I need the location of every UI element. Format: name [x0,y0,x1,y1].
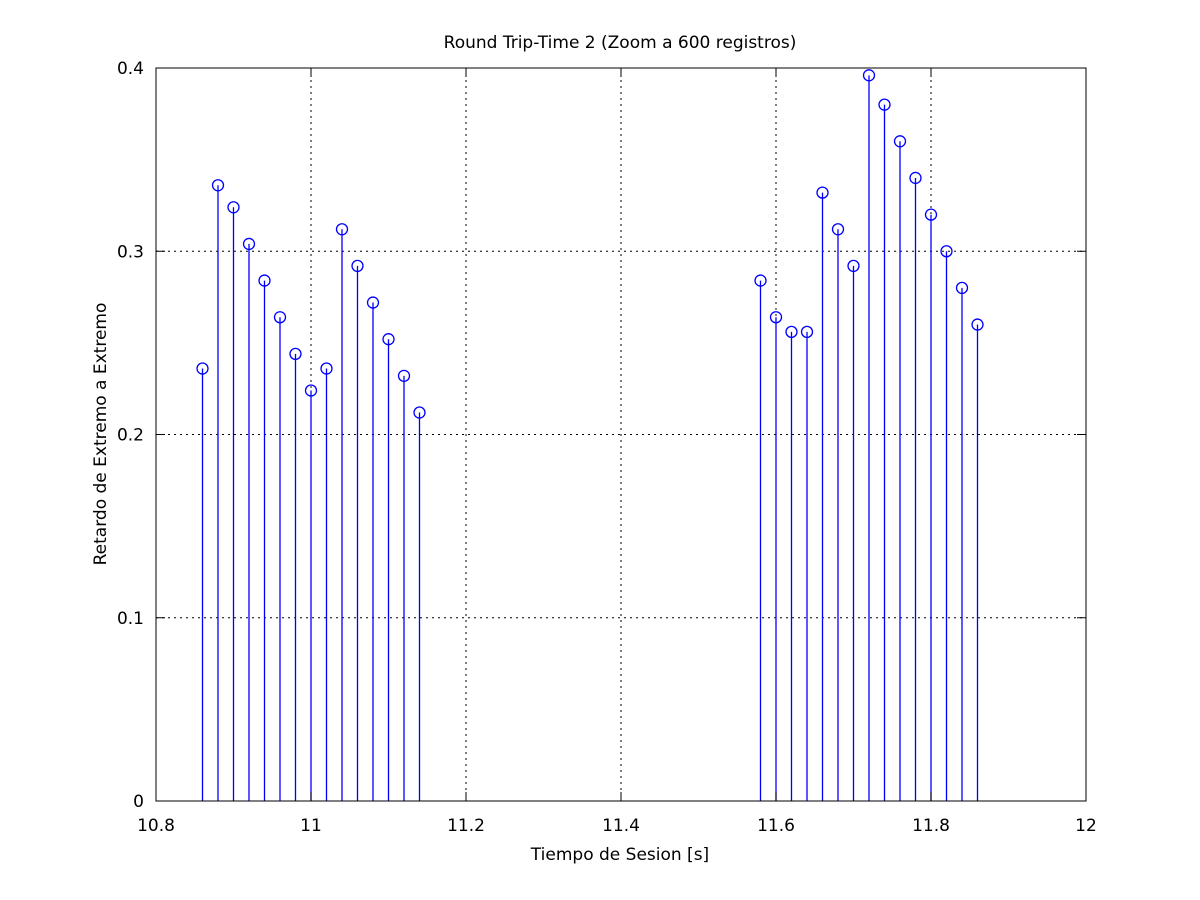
stem-marker [800,325,814,339]
stem-marker [785,325,798,339]
x-tick-label: 11.6 [757,816,795,836]
stem-marker [893,135,907,148]
series-layer [196,69,984,801]
x-tick-label: 11 [300,816,322,836]
x-tick-label: 10.8 [137,816,175,836]
x-axis-label: Tiempo de Sesion [s] [530,845,709,865]
y-tick-label: 0.3 [117,242,144,262]
x-tick-label: 11.4 [602,816,640,836]
axes-layer [155,67,1087,802]
x-tick-label: 12 [1075,816,1097,836]
stem-marker [382,333,395,346]
y-axis-label: Retardo de Extremo a Extremo [91,303,111,566]
stem-marker [413,406,426,419]
stem-marker [940,245,953,258]
stem-marker [769,311,783,324]
y-tick-label: 0 [133,792,144,812]
stem-marker [196,362,209,375]
y-tick-label: 0.1 [117,609,144,629]
x-tick-labels: 10.8 11 11.2 11.4 11.6 11.8 12 [137,816,1097,836]
stem-marker [335,223,349,236]
stem-marker [242,237,256,251]
x-tick-label: 11.2 [447,816,485,836]
stem-marker [351,259,364,273]
y-tick-label: 0.4 [117,59,144,79]
x-tick-label: 11.8 [912,816,950,836]
stem-marker [909,171,922,185]
stem-marker [878,98,891,111]
stem-marker [304,384,318,397]
stem-marker [924,208,938,221]
stem-marker [816,186,829,199]
stem-marker [289,347,302,361]
stem-marker [273,311,287,324]
chart-title: Round Trip-Time 2 (Zoom a 600 registros) [444,33,797,53]
stem-marker [320,362,333,375]
stem-marker [971,318,984,331]
stem-marker [258,274,271,287]
stem-marker [847,259,860,273]
stem-marker [831,223,845,236]
y-tick-labels: 0 0.1 0.2 0.3 0.4 [117,59,144,812]
stem-marker [211,179,225,192]
stem-marker [955,281,969,295]
stem-marker [397,369,411,383]
stem-marker [227,201,240,214]
stem-marker [366,296,380,309]
stem-marker [754,274,767,287]
y-tick-label: 0.2 [117,426,144,446]
stem-marker [862,69,876,82]
